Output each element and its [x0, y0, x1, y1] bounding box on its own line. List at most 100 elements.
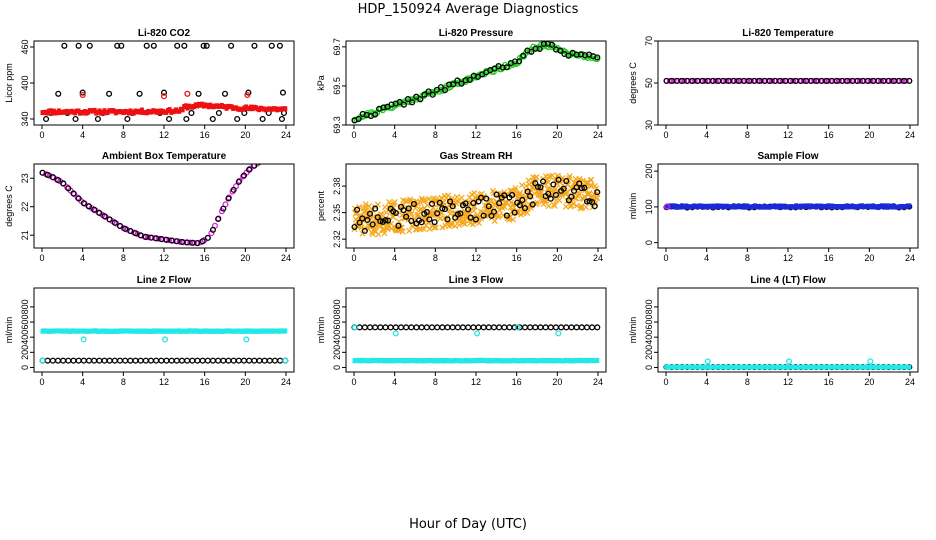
- y-tick-label: 400: [332, 330, 342, 345]
- data-point: [785, 358, 793, 365]
- data-point: [888, 77, 895, 84]
- data-point: [114, 42, 121, 49]
- x-tick-label: 16: [512, 253, 522, 263]
- data-point: [265, 155, 270, 160]
- data-point: [251, 42, 258, 49]
- x-tick-label: 24: [281, 130, 291, 140]
- data-point: [369, 221, 376, 228]
- series-2: [664, 364, 912, 370]
- series-2: [39, 357, 289, 364]
- data-point: [43, 115, 50, 123]
- x-tick-label: 0: [351, 253, 356, 263]
- data-point: [812, 364, 817, 370]
- y-tick-label: 400: [20, 330, 30, 345]
- panel-5: Gas Stream RH 0 4 8 12 16 20 24 2.32 2.35 2.38 perc…: [316, 151, 607, 263]
- data-point: [145, 234, 152, 241]
- data-point: [573, 51, 580, 58]
- data-point: [91, 206, 98, 213]
- data-point: [246, 166, 253, 173]
- data-point: [581, 184, 588, 191]
- data-point: [818, 364, 823, 370]
- figure-title: HDP_150924 Average Diagnostics: [357, 2, 579, 17]
- data-point: [136, 90, 143, 97]
- x-tick-label: 20: [864, 253, 874, 263]
- data-point: [273, 153, 278, 158]
- x-tick-label: 0: [351, 130, 356, 140]
- data-point: [396, 98, 403, 106]
- data-point: [403, 324, 410, 331]
- data-point: [534, 183, 541, 190]
- x-tick-label: 24: [593, 253, 603, 263]
- data-point: [351, 324, 359, 331]
- data-point: [167, 107, 172, 113]
- x-tick-label: 8: [433, 253, 438, 263]
- data-point: [836, 364, 841, 370]
- data-point: [664, 364, 669, 370]
- data-point: [395, 222, 402, 229]
- data-point: [467, 214, 474, 221]
- plot-area: [351, 324, 601, 364]
- data-point: [501, 203, 508, 210]
- data-point: [387, 324, 394, 331]
- data-point: [400, 101, 407, 108]
- x-tick-label: 8: [745, 253, 750, 263]
- series-1: [351, 172, 601, 238]
- x-tick-label: 24: [281, 377, 291, 387]
- data-point: [65, 357, 72, 364]
- data-point: [220, 357, 227, 364]
- data-point: [738, 364, 743, 370]
- data-point: [428, 324, 436, 331]
- data-point: [457, 210, 464, 217]
- data-point: [756, 364, 761, 370]
- x-tick-label: 0: [39, 253, 44, 263]
- data-point: [449, 324, 456, 331]
- data-point: [240, 172, 248, 179]
- data-point: [49, 174, 56, 181]
- x-tick-label: 16: [824, 130, 834, 140]
- data-point: [356, 203, 363, 211]
- data-point: [54, 177, 62, 184]
- data-point: [176, 238, 183, 245]
- x-tick-label: 4: [392, 377, 397, 387]
- data-point: [44, 171, 51, 178]
- data-point: [382, 217, 389, 224]
- data-point: [723, 77, 730, 84]
- plot-area: [351, 41, 601, 124]
- data-point: [79, 89, 86, 96]
- data-point: [181, 42, 188, 49]
- x-tick-label: 24: [593, 377, 603, 387]
- data-point: [282, 357, 289, 364]
- data-point: [907, 203, 912, 209]
- data-point: [552, 324, 560, 331]
- data-point: [106, 357, 113, 364]
- data-point: [867, 77, 874, 84]
- data-point: [898, 364, 903, 370]
- data-point: [424, 219, 431, 226]
- data-point: [356, 219, 363, 226]
- data-point: [827, 364, 832, 370]
- data-point: [75, 357, 82, 364]
- data-point: [279, 153, 284, 158]
- series-2: [352, 357, 600, 364]
- data-point: [537, 184, 544, 191]
- data-point: [449, 203, 456, 210]
- data-point: [276, 153, 281, 158]
- data-point: [846, 77, 853, 84]
- data-point: [583, 204, 590, 211]
- data-point: [421, 91, 428, 98]
- data-point: [392, 330, 399, 337]
- data-point: [80, 336, 87, 343]
- data-point: [796, 364, 801, 370]
- data-point: [405, 216, 412, 223]
- data-point: [563, 324, 570, 331]
- y-tick-label: 50: [644, 78, 654, 88]
- data-point: [397, 324, 405, 331]
- data-point: [278, 115, 285, 123]
- data-point: [101, 357, 108, 364]
- series-2: [39, 153, 278, 247]
- y-tick-label: 2.35: [332, 204, 342, 222]
- y-tick-label: 800: [644, 299, 654, 314]
- data-point: [166, 115, 173, 123]
- data-point: [55, 90, 62, 97]
- data-point: [679, 364, 684, 370]
